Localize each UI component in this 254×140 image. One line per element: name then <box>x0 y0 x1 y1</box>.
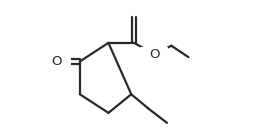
Text: O: O <box>149 48 160 61</box>
Text: O: O <box>52 55 62 68</box>
